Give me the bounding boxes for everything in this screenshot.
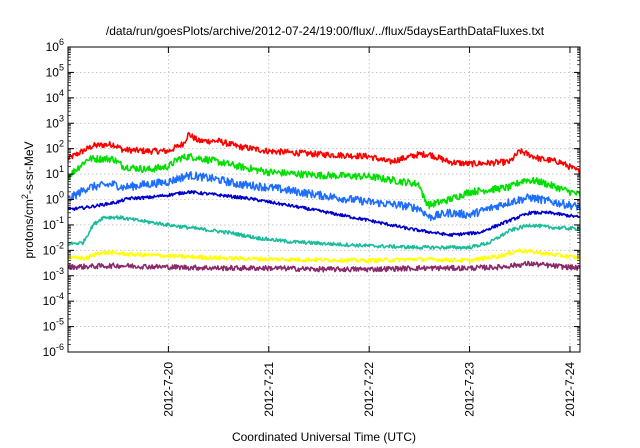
x-axis-label: Coordinated Universal Time (UTC) bbox=[232, 430, 416, 444]
y-tick-label: 105 bbox=[46, 62, 64, 79]
x-tick-label: 2012-7-24 bbox=[563, 362, 577, 417]
y-tick-label: 104 bbox=[46, 88, 64, 105]
y-tick-label: 10-1 bbox=[43, 215, 64, 232]
y-axis-label: protons/cm2-s-sr-MeV bbox=[20, 141, 36, 258]
chart-title: /data/run/goesPlots/archive/2012-07-24/1… bbox=[106, 24, 545, 38]
series-line-3 bbox=[67, 190, 581, 238]
series-line-2 bbox=[67, 171, 581, 222]
y-tick-label: 10-2 bbox=[43, 240, 64, 257]
y-tick-label: 106 bbox=[46, 37, 64, 54]
y-tick-label: 10-6 bbox=[43, 342, 64, 359]
y-tick-label: 103 bbox=[46, 113, 64, 130]
series-layer bbox=[67, 132, 581, 273]
y-tick-label: 101 bbox=[46, 164, 64, 181]
series-line-0 bbox=[67, 132, 581, 176]
y-tick-label: 10-4 bbox=[43, 291, 64, 308]
x-axis: 2012-7-20 2012-7-21 2012-7-22 2012-7-23 2012… bbox=[161, 47, 577, 417]
y-tick-label: 100 bbox=[46, 190, 64, 207]
series-line-6 bbox=[67, 260, 581, 273]
series-line-4 bbox=[67, 215, 581, 250]
x-tick-label: 2012-7-23 bbox=[463, 362, 477, 417]
y-tick-label: 102 bbox=[46, 139, 64, 156]
y-tick-label: 10-5 bbox=[43, 317, 64, 334]
x-tick-label: 2012-7-22 bbox=[362, 362, 376, 417]
grid bbox=[68, 47, 580, 352]
y-tick-label: 10-3 bbox=[43, 266, 64, 283]
series-line-5 bbox=[67, 248, 581, 264]
y-axis: 10-6 10-5 10-4 10-3 10-2 10-1 100 101 102 103 104 1… bbox=[43, 37, 580, 359]
series-line-1 bbox=[67, 152, 581, 210]
x-tick-label: 2012-7-21 bbox=[262, 362, 276, 417]
x-tick-label: 2012-7-20 bbox=[161, 362, 175, 417]
